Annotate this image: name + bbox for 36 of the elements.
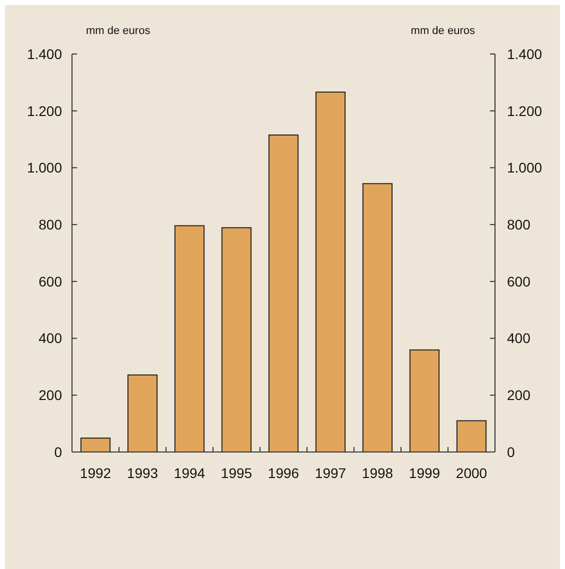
bar	[127, 374, 158, 452]
y2-tick-label: 800	[507, 216, 531, 232]
bar	[315, 92, 346, 452]
y2-axis-title: mm de euros	[410, 25, 476, 37]
y-tick-label: 200	[38, 387, 62, 404]
bar	[362, 183, 393, 452]
x-tick-label: 1999	[408, 465, 440, 481]
y-axis-title: mm de euros	[86, 25, 151, 37]
bar	[174, 225, 205, 452]
bar	[409, 349, 440, 452]
x-tick-label: 1996	[268, 465, 300, 481]
x-tick-label: 1997	[314, 465, 346, 481]
x-tick-label: 1992	[80, 465, 112, 481]
y-tick-label: 600	[38, 273, 62, 290]
y2-tick-label: 400	[507, 330, 531, 346]
bar	[221, 227, 252, 452]
y-tick-label: 0	[54, 444, 62, 460]
y2-tick-label: 600	[507, 273, 531, 290]
x-tick-label: 1994	[174, 465, 206, 481]
x-tick-label: 1998	[362, 465, 394, 481]
y-tick-label: 1.400	[26, 46, 62, 62]
x-tick-label: 2000	[456, 465, 488, 481]
y2-tick-label: 1.400	[507, 46, 542, 62]
y2-tick-label: 200	[507, 387, 531, 404]
bar	[456, 420, 487, 452]
y-tick-label: 800	[38, 216, 62, 232]
y-tick-label: 400	[38, 330, 62, 346]
x-tick-label: 1995	[220, 465, 252, 481]
y2-tick-label: 0	[507, 444, 515, 460]
y-tick-label: 1.000	[26, 160, 62, 176]
y-tick-label: 1.200	[26, 102, 62, 119]
bar	[268, 134, 299, 452]
y2-tick-label: 1.200	[507, 102, 542, 119]
bar	[80, 438, 111, 452]
x-tick-label: 1993	[126, 465, 158, 481]
y2-tick-label: 1.000	[507, 160, 542, 176]
